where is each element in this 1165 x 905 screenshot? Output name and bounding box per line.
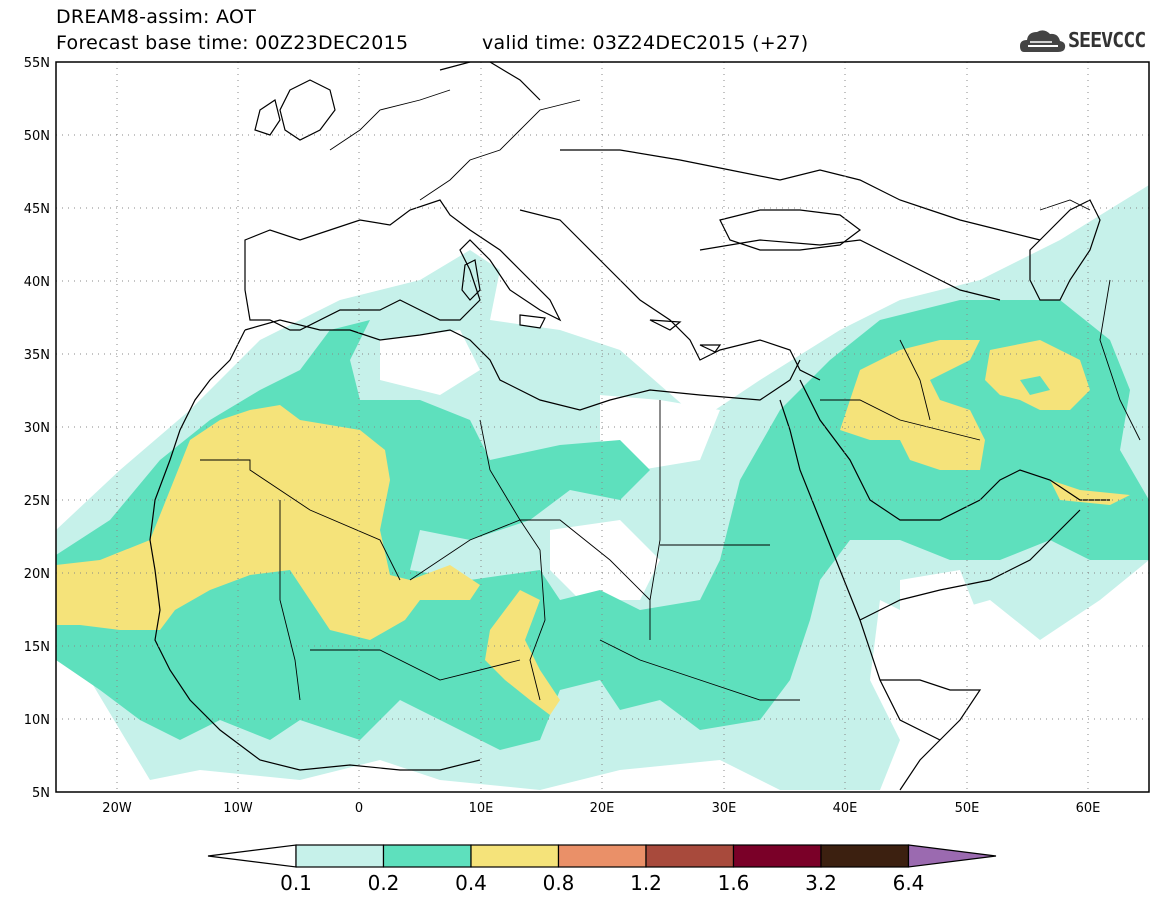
title-line-1: DREAM8-assim: AOT	[56, 6, 257, 28]
valid-time: valid time: 03Z24DEC2015 (+27)	[482, 32, 809, 54]
lat-tick: 10N	[24, 713, 50, 728]
coastlines-borders	[149, 62, 1141, 791]
colorbar-label: 0.1	[280, 871, 312, 895]
lon-tick: 20W	[102, 801, 132, 816]
lon-tick: 10W	[223, 801, 253, 816]
colorbar-label: 1.6	[717, 871, 750, 895]
logo-text: SEEVCCC	[1068, 28, 1146, 52]
gridlines	[56, 62, 1149, 792]
colorbar-segment	[557, 844, 647, 868]
colorbar-label: 1.2	[630, 871, 662, 895]
colorbar-segment	[820, 844, 910, 868]
lon-tick: 40E	[833, 801, 858, 816]
lat-ticks: 55N 50N 45N 40N 35N 30N 25N 20N 15N 10N …	[24, 56, 50, 801]
lat-tick: 50N	[24, 129, 50, 144]
lon-tick: 20E	[590, 801, 615, 816]
colorbar-label: 3.2	[805, 871, 837, 895]
aot-level-0-4	[56, 405, 480, 640]
colorbar-label: 0.2	[367, 871, 400, 895]
colorbar-label: 6.4	[892, 871, 925, 895]
colorbar-label: 0.4	[455, 871, 487, 895]
lat-tick: 25N	[24, 494, 50, 509]
cloud-logo-icon	[1020, 30, 1066, 52]
lat-tick: 15N	[24, 640, 50, 655]
map-frame	[55, 61, 1150, 793]
colorbar-label: 0.8	[542, 871, 575, 895]
colorbar-segment	[732, 844, 822, 868]
lat-tick: 45N	[24, 202, 50, 217]
lat-tick: 40N	[24, 275, 50, 290]
aot-fields	[56, 185, 1149, 790]
lat-tick: 20N	[24, 567, 50, 582]
colorbar-segment	[470, 844, 560, 868]
forecast-base-time: Forecast base time: 00Z23DEC2015	[56, 32, 409, 54]
lat-tick: 55N	[24, 56, 50, 71]
lon-tick: 10E	[469, 801, 494, 816]
lon-tick: 60E	[1076, 801, 1101, 816]
lon-tick: 50E	[955, 801, 980, 816]
lon-ticks: 20W 10W 0 10E 20E 30E 40E 50E 60E	[102, 801, 1100, 816]
lat-tick: 5N	[32, 786, 50, 801]
colorbar-segment	[382, 844, 472, 868]
lon-tick: 0	[355, 801, 363, 816]
lat-tick: 35N	[24, 348, 50, 363]
colorbar-segment	[645, 844, 735, 868]
colorbar-high-arrow	[907, 844, 997, 868]
lat-tick: 30N	[24, 421, 50, 436]
lon-tick: 30E	[712, 801, 737, 816]
colorbar-low-arrow	[207, 844, 297, 868]
colorbar-segment	[295, 844, 385, 868]
colorbar	[207, 844, 997, 868]
